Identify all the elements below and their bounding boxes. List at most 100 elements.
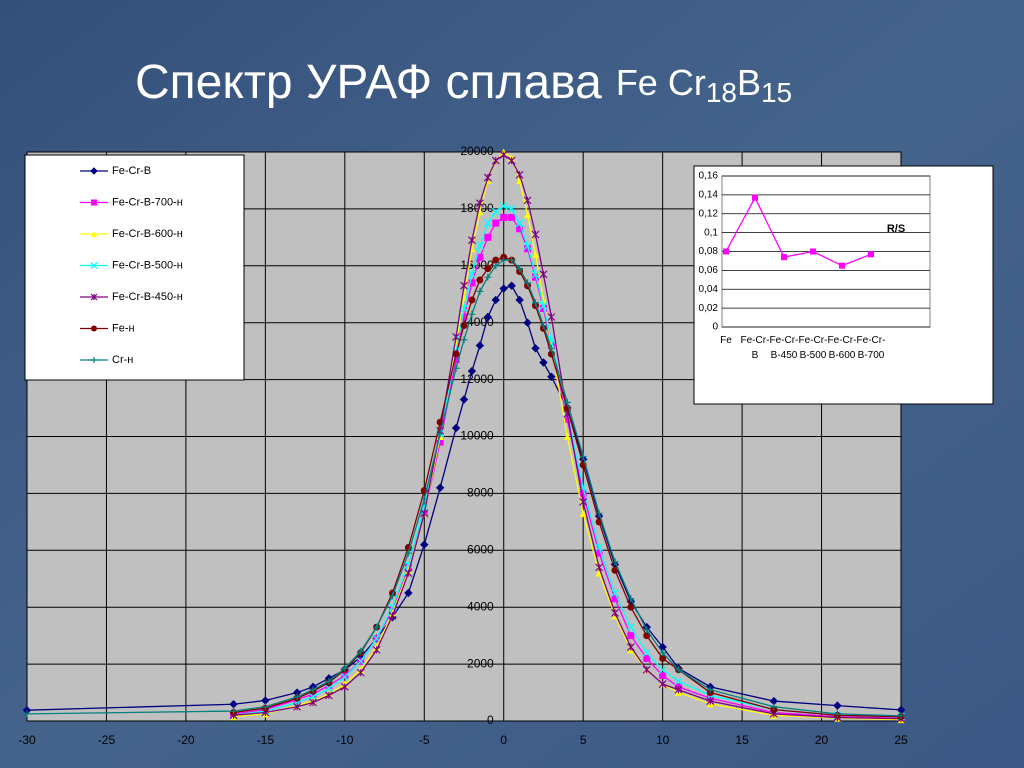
marker (467, 366, 477, 376)
marker (643, 654, 651, 662)
marker (658, 665, 667, 674)
marker (523, 318, 532, 327)
y-tick-label: 6000 (467, 542, 494, 556)
marker (781, 254, 787, 261)
marker (325, 691, 333, 700)
legend-label: Fe-Cr-B-700-н (112, 196, 183, 208)
legend-label: Cr-н (112, 354, 133, 366)
marker (531, 344, 540, 353)
marker (563, 415, 571, 423)
marker (595, 563, 603, 572)
x-tick-label: -30 (18, 733, 36, 747)
marker (451, 423, 461, 433)
marker (468, 236, 476, 245)
x-tick-label: Fe-Cr-B-600 (827, 335, 857, 361)
marker (230, 707, 238, 715)
marker (491, 207, 500, 216)
marker (595, 543, 604, 552)
marker (91, 231, 97, 237)
marker (532, 273, 540, 281)
marker (524, 211, 532, 219)
marker (706, 686, 714, 694)
marker (435, 483, 445, 492)
marker (476, 276, 484, 284)
marker (483, 312, 493, 322)
marker (499, 150, 508, 159)
marker (897, 712, 905, 720)
marker (452, 350, 460, 358)
x-tick-label: -5 (419, 733, 430, 747)
x-tick-wrap: Fe (720, 335, 732, 346)
y-tick-label: 8000 (467, 486, 494, 500)
x-tick-label: 25 (894, 733, 908, 747)
marker (500, 213, 508, 221)
y-tick-label: 4000 (467, 599, 494, 613)
x-tick-label: Fe-Cr-B (740, 335, 770, 361)
marker (674, 685, 683, 694)
marker (293, 693, 301, 701)
x-tick-wrap: Fe-Cr-B-600 (827, 335, 857, 361)
title-subscript: 15 (761, 77, 792, 108)
x-tick-label: Fe-Cr-B-500 (798, 335, 828, 361)
x-tick-label: 10 (656, 733, 670, 747)
marker (515, 295, 524, 305)
marker (460, 313, 468, 321)
marker (627, 603, 635, 611)
marker (642, 665, 651, 674)
marker (468, 296, 476, 304)
x-tick-label: 20 (815, 733, 829, 747)
marker (524, 245, 532, 253)
y-tick-label: 2000 (467, 656, 494, 670)
marker (475, 241, 484, 250)
y-tick-label: 20000 (460, 144, 494, 158)
marker (539, 296, 547, 304)
marker (611, 608, 619, 617)
slide-title: Спектр УРАФ сплава Fe Cr18B15 (135, 56, 792, 109)
marker (507, 281, 516, 290)
marker (460, 281, 468, 290)
marker (674, 677, 683, 686)
marker (839, 262, 845, 269)
y-tick-label: 0,1 (704, 227, 718, 238)
marker (611, 589, 619, 597)
marker (675, 666, 683, 674)
marker (833, 710, 841, 718)
y-tick-label: 0,14 (699, 190, 719, 201)
marker (90, 262, 98, 269)
marker (563, 433, 571, 440)
marker (436, 438, 444, 446)
x-tick-label: 15 (735, 733, 749, 747)
marker (484, 233, 492, 241)
marker (340, 682, 349, 691)
x-tick-label: Fe (720, 335, 732, 346)
y-tick-label: 12000 (460, 372, 494, 386)
marker (499, 284, 508, 293)
y-tick-label: 0,04 (699, 284, 719, 295)
x-tick-wrap: Fe-Cr-B (740, 335, 770, 361)
marker (531, 230, 540, 239)
marker (460, 304, 468, 313)
y-tick-label: 0,02 (699, 303, 719, 314)
title-main: Спектр УРАФ сплава (135, 56, 602, 109)
marker (309, 692, 317, 701)
marker (579, 509, 587, 517)
legend-label: Fe-Cr-B-450-н (112, 291, 183, 303)
legend (24, 154, 245, 381)
marker (476, 253, 484, 261)
marker (340, 672, 349, 681)
marker (452, 333, 460, 341)
legend-label: Fe-н (112, 322, 135, 334)
marker (404, 549, 412, 557)
marker (595, 569, 603, 577)
marker (420, 509, 429, 518)
marker (579, 489, 587, 497)
marker (595, 509, 603, 517)
marker (523, 241, 532, 250)
marker (539, 270, 548, 279)
marker (752, 194, 758, 201)
marker (626, 643, 635, 651)
marker (547, 313, 556, 321)
y-tick-label: 0,16 (699, 171, 719, 182)
x-tick-label: 0 (500, 733, 507, 747)
marker (492, 219, 500, 227)
